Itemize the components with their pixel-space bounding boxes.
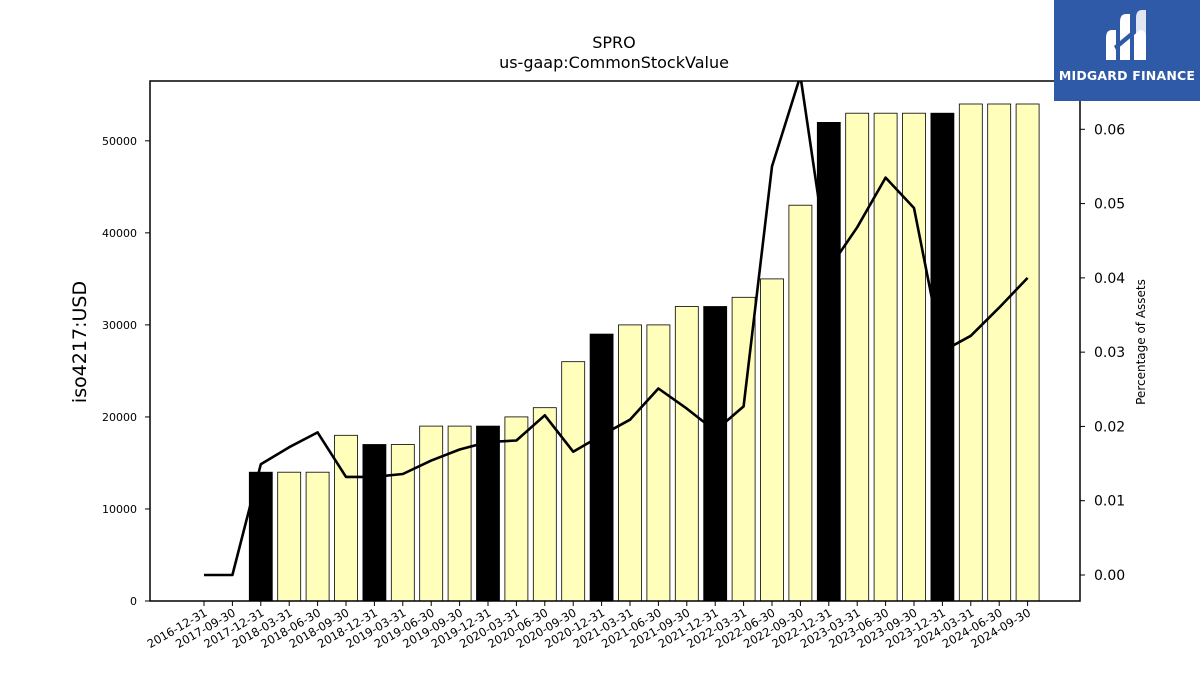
- midgard-logo-icon: [1106, 10, 1146, 60]
- y-tick-label-10000: 10000: [102, 503, 137, 516]
- y-tick-label-40000: 40000: [102, 227, 137, 240]
- bar-2021-09-30: [674, 306, 699, 602]
- bar-2022-09-30: [788, 204, 813, 602]
- bar-2019-03-31: [390, 444, 415, 602]
- y-tick-label-30000: 30000: [102, 319, 137, 332]
- bar-2022-06-30: [760, 278, 784, 602]
- bar-2021-12-31: [703, 306, 728, 602]
- y2-tick-label-1: 0.01: [1094, 494, 1125, 510]
- y2-tick-label-6: 0.06: [1094, 122, 1125, 138]
- y-tick-label-20000: 20000: [102, 411, 137, 424]
- midgard-finance-logo: MIDGARD FINANCE: [1054, 0, 1200, 101]
- logo-text: MIDGARD FINANCE: [1058, 68, 1196, 83]
- bar-2020-06-30: [532, 407, 557, 602]
- bar-2024-03-31: [958, 103, 983, 602]
- y2-tick-label-2: 0.02: [1094, 419, 1125, 435]
- bar-2021-03-31: [618, 324, 642, 602]
- percentage-line: [204, 81, 1029, 577]
- chart-title: SPRO: [592, 33, 636, 52]
- chart-subtitle: us-gaap:CommonStockValue: [499, 53, 729, 72]
- y2-tick-label-0: 0.00: [1094, 568, 1125, 584]
- line-group: [204, 81, 1029, 577]
- y2-tick-label-4: 0.04: [1094, 271, 1125, 287]
- bar-2018-09-30: [334, 434, 358, 602]
- bar-2022-12-31: [816, 122, 841, 602]
- bar-2019-12-31: [476, 425, 500, 602]
- plot-frame: [149, 80, 1081, 602]
- bar-2018-03-31: [277, 471, 302, 602]
- y2-axis-label: Percentage of Assets: [1134, 279, 1148, 405]
- y-axis-label: iso4217:USD: [69, 281, 91, 403]
- bar-2018-06-30: [305, 471, 330, 602]
- bar-2024-09-30: [1015, 103, 1040, 602]
- bar-2018-12-31: [362, 444, 387, 602]
- bar-2024-06-30: [987, 103, 1012, 602]
- bar-2023-09-30: [902, 112, 926, 602]
- bars-group: [248, 103, 1040, 602]
- bar-2020-03-31: [504, 416, 529, 602]
- bar-2020-09-30: [561, 361, 586, 602]
- y2-tick-label-5: 0.05: [1094, 197, 1125, 213]
- y2-tick-label-3: 0.03: [1094, 345, 1125, 361]
- bar-2023-03-31: [845, 112, 870, 602]
- y-tick-label-50000: 50000: [102, 135, 137, 148]
- bar-2020-12-31: [589, 333, 614, 602]
- bar-2019-06-30: [419, 425, 444, 602]
- bar-2021-06-30: [646, 324, 671, 602]
- bar-2023-12-31: [930, 112, 955, 602]
- y-tick-label-0: 0: [130, 595, 137, 608]
